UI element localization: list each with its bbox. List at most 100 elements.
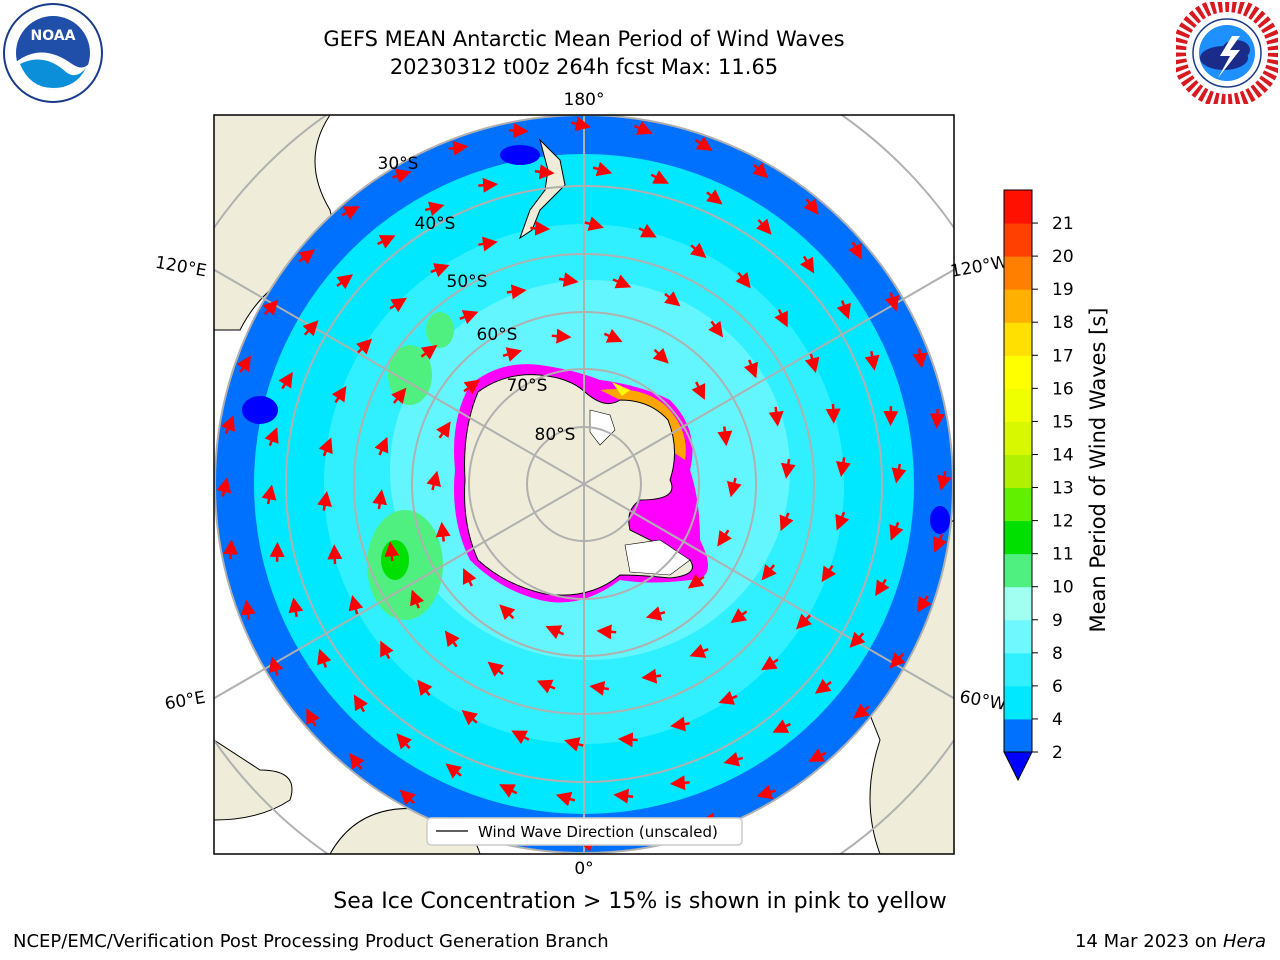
wind-wave-arrow (723, 751, 744, 767)
colorbar-segment (1004, 388, 1032, 422)
wind-wave-arrow (864, 350, 880, 371)
wind-wave-arrow (436, 421, 451, 439)
longitude-gridlines (214, 115, 954, 854)
wind-wave-arrow (743, 359, 758, 379)
wind-wave-arrow (555, 791, 576, 807)
colorbar-tick-label: 12 (1052, 512, 1074, 532)
wind-wave-arrow (669, 775, 690, 791)
wind-wave-arrow (641, 668, 662, 684)
wind-wave-arrow (545, 625, 565, 640)
wind-wave-arrow (727, 477, 742, 498)
wind-wave-arrow (706, 189, 723, 205)
colorbar-tick-label: 8 (1052, 644, 1063, 664)
wind-wave-arrow (445, 763, 462, 779)
wind-wave-arrow (424, 201, 445, 217)
colorbar-segment (1004, 223, 1032, 257)
wind-wave-arrow (756, 218, 772, 235)
wind-wave-arrow (617, 732, 638, 748)
wind-wave-arrow (327, 544, 343, 565)
wind-wave-arrow (664, 291, 681, 307)
lon-label-180: 180° (564, 90, 605, 110)
colorbar-segment (1004, 454, 1032, 489)
wind-wave-arrow (264, 427, 279, 447)
madagascar-land (214, 739, 293, 821)
colorbar-tick-label: 16 (1052, 379, 1074, 399)
footer-date-text: 14 Mar 2023 on (1074, 931, 1218, 952)
wind-wave-arrow (288, 597, 304, 618)
footer-machine: Hera (1222, 931, 1266, 952)
wind-wave-arrow (800, 255, 815, 274)
colorbar-tick-label: 6 (1052, 677, 1063, 697)
noaa-logo-text: NOAA (31, 28, 76, 44)
wind-wave-arrow (603, 328, 623, 343)
wind-wave-arrow (353, 694, 368, 713)
wind-wave-arrow (584, 216, 604, 231)
colorbar-tick-label: 15 (1052, 412, 1074, 432)
wind-wave-arrow (638, 223, 657, 238)
wind-wave-arrow (933, 533, 948, 553)
lat-label-40s: 40°S (415, 214, 456, 234)
colorbar-frame (1003, 189, 1033, 753)
colorbar-segment (1004, 322, 1032, 356)
lon-label-60w: 60°W (958, 687, 1008, 715)
wind-wave-arrow (536, 679, 556, 694)
colorbar-tick-label: 19 (1052, 280, 1074, 300)
wind-wave-arrow (487, 661, 504, 677)
lat-label-50s: 50°S (447, 272, 488, 292)
wind-wave-arrow (613, 788, 634, 804)
lat-label-70s: 70°S (507, 376, 548, 396)
wind-wave-arrow (420, 344, 438, 360)
wind-wave-arrow (463, 379, 481, 395)
colorbar-segment (1004, 586, 1032, 621)
wind-wave-arrow (730, 608, 748, 624)
footer-credit: NCEP/EMC/Verification Post Processing Pr… (13, 931, 609, 952)
wind-wave-arrow (302, 320, 319, 337)
wind-wave-arrow (444, 630, 460, 648)
wind-wave-arrow (391, 387, 407, 404)
wind-wave-arrow (564, 737, 584, 752)
wind-wave-arrow (317, 490, 332, 511)
colorbar: 2 4 6 8 9 10 11 12 13 14 15 16 17 18 19 20 21 (1003, 189, 1074, 782)
wind-wave-arrow (417, 679, 433, 697)
map-legend: Wind Wave Direction (unscaled) (426, 817, 743, 846)
wind-wave-arrow (695, 136, 713, 151)
wind-wave-arrow (348, 594, 364, 615)
weddell-ice-shelf (624, 539, 691, 576)
wave-period-patch-4 (426, 312, 454, 348)
noaa-logo: NOAA (3, 3, 103, 103)
wind-wave-arrow (889, 652, 906, 669)
wind-wave-arrow (261, 484, 277, 505)
wind-wave-arrow (849, 631, 866, 648)
wind-wave-arrow (708, 320, 724, 338)
colorbar-tick-label: 21 (1052, 214, 1074, 234)
wind-wave-arrow (717, 529, 732, 547)
wind-wave-arrow (278, 371, 293, 390)
colorbar-tick-label: 11 (1052, 545, 1074, 565)
wind-wave-arrow (426, 470, 441, 491)
wind-wave-arrow (774, 308, 788, 328)
wind-wave-arrow (917, 595, 932, 613)
wind-wave-arrow (571, 116, 591, 132)
wind-wave-arrow (558, 272, 579, 288)
low-period-patch-1 (500, 145, 540, 165)
wind-wave-arrow (268, 656, 284, 676)
colorbar-tick-label: 13 (1052, 479, 1074, 499)
wind-wave-arrow (735, 271, 751, 289)
wind-wave-arrow (804, 353, 820, 374)
wind-wave-arrow (341, 206, 360, 220)
wind-wave-arrow (392, 168, 412, 184)
wind-wave-arrow (223, 539, 239, 560)
legend-label: Wind Wave Direction (unscaled) (478, 823, 718, 841)
wind-wave-arrow (262, 299, 279, 316)
wind-wave-arrow (372, 489, 388, 510)
wind-wave-arrow (461, 710, 478, 726)
wind-wave-arrow (499, 784, 518, 798)
wind-wave-arrow (645, 606, 666, 621)
wind-wave-arrow (530, 220, 551, 236)
wind-wave-arrow (687, 573, 705, 589)
wind-wave-arrow (399, 789, 416, 806)
wind-wave-arrow (929, 408, 945, 429)
lon-label-120w: 120°W (949, 252, 1010, 282)
colorbar-segment (1004, 718, 1032, 753)
wind-wave-arrow (875, 578, 890, 597)
